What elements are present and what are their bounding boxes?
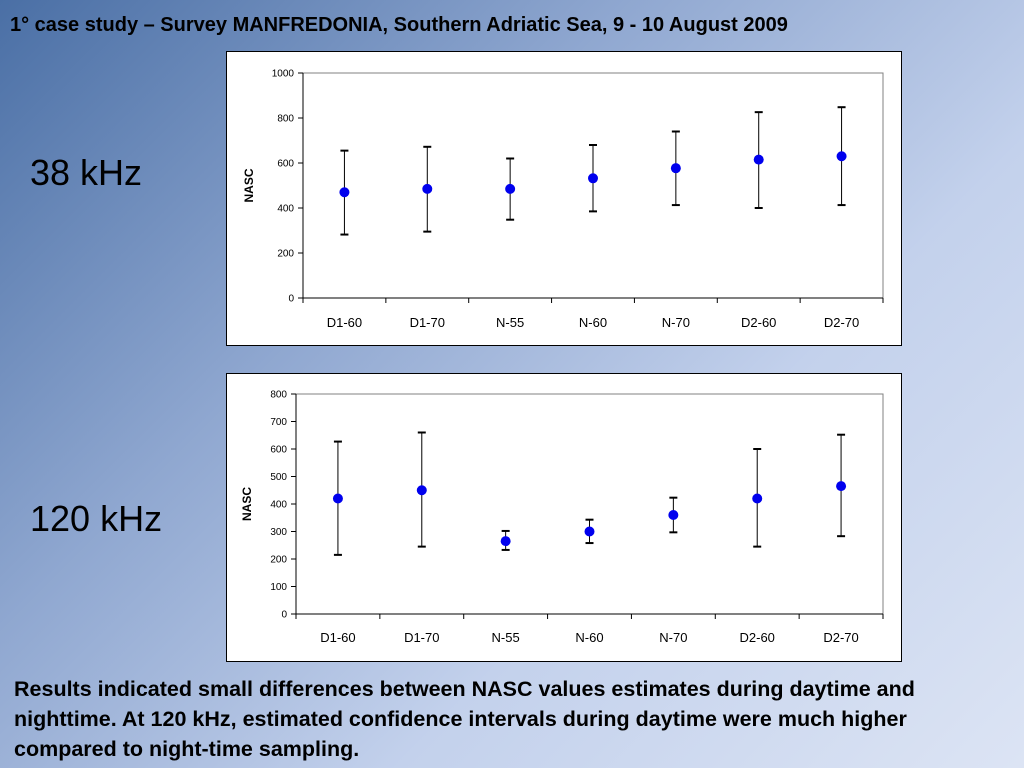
x-tick-label: N-55 <box>496 315 524 330</box>
chart-120khz: 0 100 200 300 400 500 600 700 800 NASC D1-60 D1-70 N… <box>226 373 902 662</box>
y-tick-label: 700 <box>270 417 287 428</box>
x-tick-label: D1-60 <box>327 315 362 330</box>
x-tick-label: D1-70 <box>410 315 445 330</box>
y-axis-title: NASC <box>242 168 256 202</box>
y-tick-label: 800 <box>277 114 294 125</box>
data-point <box>668 510 679 520</box>
data-point <box>588 173 598 184</box>
x-tick-label: N-70 <box>659 630 687 645</box>
data-point <box>416 485 427 496</box>
data-point <box>584 526 595 537</box>
data-point <box>670 163 681 174</box>
y-tick-label: 0 <box>281 610 287 621</box>
chart-label-38khz: 38 kHz <box>30 152 143 193</box>
x-tick-label: D1-70 <box>404 630 439 645</box>
y-tick-label: 400 <box>270 500 287 511</box>
chart-38khz: 0 200 400 600 800 1000 NASC D1-60 D1-70 N-55 N-60 N… <box>226 51 902 346</box>
y-tick-label: 0 <box>288 294 294 305</box>
chart-120khz-svg: 0 100 200 300 400 500 600 700 800 NASC D1-60 D1-70 N… <box>240 390 884 645</box>
data-point <box>836 151 847 162</box>
y-axis-title: NASC <box>240 487 254 521</box>
y-tick-label: 200 <box>277 249 294 260</box>
chart-38khz-svg: 0 200 400 600 800 1000 NASC D1-60 D1-70 N-55 N-60 N… <box>242 69 884 330</box>
data-point <box>422 183 433 194</box>
y-tick-label: 1000 <box>272 69 295 80</box>
data-point <box>332 493 343 504</box>
data-point <box>836 481 847 492</box>
y-tick-label: 100 <box>270 582 287 593</box>
data-point <box>339 187 350 198</box>
x-tick-label: N-70 <box>662 315 690 330</box>
y-tick-label: 800 <box>270 390 287 401</box>
y-tick-label: 500 <box>270 472 287 483</box>
x-tick-label: N-60 <box>575 630 603 645</box>
data-point <box>753 154 764 165</box>
plot-area <box>295 393 884 615</box>
y-tick-label: 600 <box>270 445 287 456</box>
x-tick-label: D1-60 <box>320 630 355 645</box>
x-tick-label: N-60 <box>579 315 607 330</box>
slide-title: 1° case study – Survey MANFREDONIA, Sout… <box>10 14 788 36</box>
x-tick-label: D2-60 <box>741 315 776 330</box>
x-tick-label: N-55 <box>492 630 520 645</box>
y-tick-label: 300 <box>270 527 287 538</box>
data-point <box>505 183 516 194</box>
x-tick-label: D2-60 <box>740 630 775 645</box>
data-point <box>752 493 763 504</box>
results-caption: Results indicated small differences betw… <box>14 677 915 761</box>
y-tick-label: 200 <box>270 555 287 566</box>
data-point <box>500 536 511 547</box>
y-tick-label: 400 <box>277 204 294 215</box>
x-tick-label: D2-70 <box>823 630 858 645</box>
x-tick-label: D2-70 <box>824 315 859 330</box>
y-tick-label: 600 <box>277 159 294 170</box>
chart-label-120khz: 120 kHz <box>30 498 163 539</box>
